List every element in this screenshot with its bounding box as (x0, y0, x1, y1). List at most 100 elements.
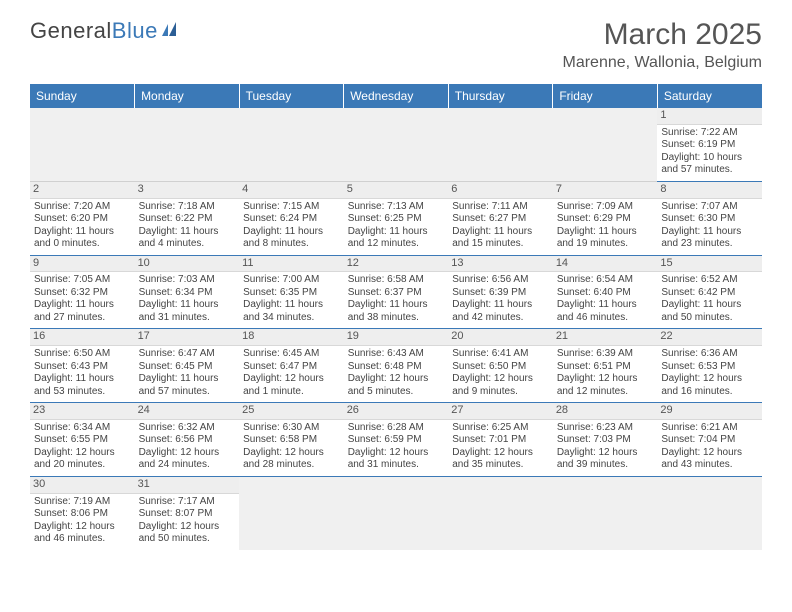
day-number: 12 (344, 256, 449, 273)
day-number: 6 (448, 182, 553, 199)
weekday-header: Tuesday (239, 84, 344, 108)
day-number: 31 (135, 477, 240, 494)
logo-text-1: General (30, 18, 112, 44)
sunrise-text: Sunrise: 7:17 AM (139, 496, 236, 509)
day-number: 17 (135, 329, 240, 346)
day-number: 30 (30, 477, 135, 494)
empty-cell (239, 108, 344, 181)
daylight-text: Daylight: 12 hours and 35 minutes. (452, 447, 549, 472)
sunset-text: Sunset: 7:01 PM (452, 434, 549, 447)
day-cell: 5Sunrise: 7:13 AMSunset: 6:25 PMDaylight… (344, 181, 449, 255)
day-cell: 23Sunrise: 6:34 AMSunset: 6:55 PMDayligh… (30, 403, 135, 477)
daylight-text: Daylight: 12 hours and 50 minutes. (139, 521, 236, 546)
day-number: 11 (239, 256, 344, 273)
day-cell: 14Sunrise: 6:54 AMSunset: 6:40 PMDayligh… (553, 255, 658, 329)
sunrise-text: Sunrise: 7:20 AM (34, 201, 131, 214)
day-number: 23 (30, 403, 135, 420)
sunrise-text: Sunrise: 7:18 AM (139, 201, 236, 214)
week-row: 23Sunrise: 6:34 AMSunset: 6:55 PMDayligh… (30, 403, 762, 477)
day-number: 13 (448, 256, 553, 273)
daylight-text: Daylight: 12 hours and 5 minutes. (348, 373, 445, 398)
daylight-text: Daylight: 11 hours and 57 minutes. (139, 373, 236, 398)
day-number: 9 (30, 256, 135, 273)
daylight-text: Daylight: 11 hours and 19 minutes. (557, 226, 654, 251)
week-row: 16Sunrise: 6:50 AMSunset: 6:43 PMDayligh… (30, 329, 762, 403)
day-cell: 1Sunrise: 7:22 AMSunset: 6:19 PMDaylight… (657, 108, 762, 181)
day-cell: 12Sunrise: 6:58 AMSunset: 6:37 PMDayligh… (344, 255, 449, 329)
day-number: 21 (553, 329, 658, 346)
sunset-text: Sunset: 6:30 PM (661, 213, 758, 226)
sunrise-text: Sunrise: 6:25 AM (452, 422, 549, 435)
daylight-text: Daylight: 11 hours and 46 minutes. (557, 299, 654, 324)
day-cell: 28Sunrise: 6:23 AMSunset: 7:03 PMDayligh… (553, 403, 658, 477)
daylight-text: Daylight: 11 hours and 0 minutes. (34, 226, 131, 251)
sunset-text: Sunset: 6:55 PM (34, 434, 131, 447)
day-number: 26 (344, 403, 449, 420)
daylight-text: Daylight: 10 hours and 57 minutes. (661, 152, 758, 177)
empty-cell (135, 108, 240, 181)
sunset-text: Sunset: 6:50 PM (452, 361, 549, 374)
day-cell: 30Sunrise: 7:19 AMSunset: 8:06 PMDayligh… (30, 476, 135, 549)
sunrise-text: Sunrise: 7:00 AM (243, 274, 340, 287)
daylight-text: Daylight: 11 hours and 34 minutes. (243, 299, 340, 324)
logo: GeneralBlue (30, 18, 184, 44)
sunrise-text: Sunrise: 6:52 AM (661, 274, 758, 287)
empty-cell (448, 108, 553, 181)
sunrise-text: Sunrise: 6:58 AM (348, 274, 445, 287)
daylight-text: Daylight: 12 hours and 9 minutes. (452, 373, 549, 398)
sunrise-text: Sunrise: 7:13 AM (348, 201, 445, 214)
day-number: 1 (657, 108, 762, 125)
day-cell: 15Sunrise: 6:52 AMSunset: 6:42 PMDayligh… (657, 255, 762, 329)
sunrise-text: Sunrise: 6:56 AM (452, 274, 549, 287)
sunrise-text: Sunrise: 6:30 AM (243, 422, 340, 435)
day-number: 19 (344, 329, 449, 346)
day-cell: 17Sunrise: 6:47 AMSunset: 6:45 PMDayligh… (135, 329, 240, 403)
sunrise-text: Sunrise: 7:22 AM (661, 127, 758, 140)
sunset-text: Sunset: 6:24 PM (243, 213, 340, 226)
sunset-text: Sunset: 6:40 PM (557, 287, 654, 300)
day-number: 2 (30, 182, 135, 199)
sunset-text: Sunset: 6:22 PM (139, 213, 236, 226)
sunset-text: Sunset: 6:56 PM (139, 434, 236, 447)
day-cell: 11Sunrise: 7:00 AMSunset: 6:35 PMDayligh… (239, 255, 344, 329)
sunset-text: Sunset: 6:34 PM (139, 287, 236, 300)
sunset-text: Sunset: 6:39 PM (452, 287, 549, 300)
day-number: 28 (553, 403, 658, 420)
day-number: 25 (239, 403, 344, 420)
empty-cell (448, 476, 553, 549)
day-cell: 8Sunrise: 7:07 AMSunset: 6:30 PMDaylight… (657, 181, 762, 255)
daylight-text: Daylight: 12 hours and 43 minutes. (661, 447, 758, 472)
sunset-text: Sunset: 7:03 PM (557, 434, 654, 447)
sunrise-text: Sunrise: 6:32 AM (139, 422, 236, 435)
sunset-text: Sunset: 6:48 PM (348, 361, 445, 374)
day-number: 29 (657, 403, 762, 420)
sunrise-text: Sunrise: 6:45 AM (243, 348, 340, 361)
day-cell: 2Sunrise: 7:20 AMSunset: 6:20 PMDaylight… (30, 181, 135, 255)
empty-cell (553, 108, 658, 181)
sunset-text: Sunset: 6:43 PM (34, 361, 131, 374)
logo-text-2: Blue (112, 18, 158, 44)
day-cell: 24Sunrise: 6:32 AMSunset: 6:56 PMDayligh… (135, 403, 240, 477)
location: Marenne, Wallonia, Belgium (563, 54, 763, 72)
week-row: 30Sunrise: 7:19 AMSunset: 8:06 PMDayligh… (30, 476, 762, 549)
daylight-text: Daylight: 11 hours and 42 minutes. (452, 299, 549, 324)
month-title: March 2025 (563, 18, 763, 52)
empty-cell (344, 476, 449, 549)
empty-cell (239, 476, 344, 549)
day-number: 27 (448, 403, 553, 420)
sunset-text: Sunset: 6:53 PM (661, 361, 758, 374)
daylight-text: Daylight: 11 hours and 15 minutes. (452, 226, 549, 251)
week-row: 1Sunrise: 7:22 AMSunset: 6:19 PMDaylight… (30, 108, 762, 181)
daylight-text: Daylight: 11 hours and 50 minutes. (661, 299, 758, 324)
sunrise-text: Sunrise: 7:09 AM (557, 201, 654, 214)
day-cell: 9Sunrise: 7:05 AMSunset: 6:32 PMDaylight… (30, 255, 135, 329)
daylight-text: Daylight: 12 hours and 39 minutes. (557, 447, 654, 472)
day-cell: 22Sunrise: 6:36 AMSunset: 6:53 PMDayligh… (657, 329, 762, 403)
daylight-text: Daylight: 11 hours and 53 minutes. (34, 373, 131, 398)
weekday-header: Thursday (448, 84, 553, 108)
sunset-text: Sunset: 8:07 PM (139, 508, 236, 521)
empty-cell (30, 108, 135, 181)
sunrise-text: Sunrise: 6:50 AM (34, 348, 131, 361)
sunrise-text: Sunrise: 6:54 AM (557, 274, 654, 287)
daylight-text: Daylight: 12 hours and 16 minutes. (661, 373, 758, 398)
